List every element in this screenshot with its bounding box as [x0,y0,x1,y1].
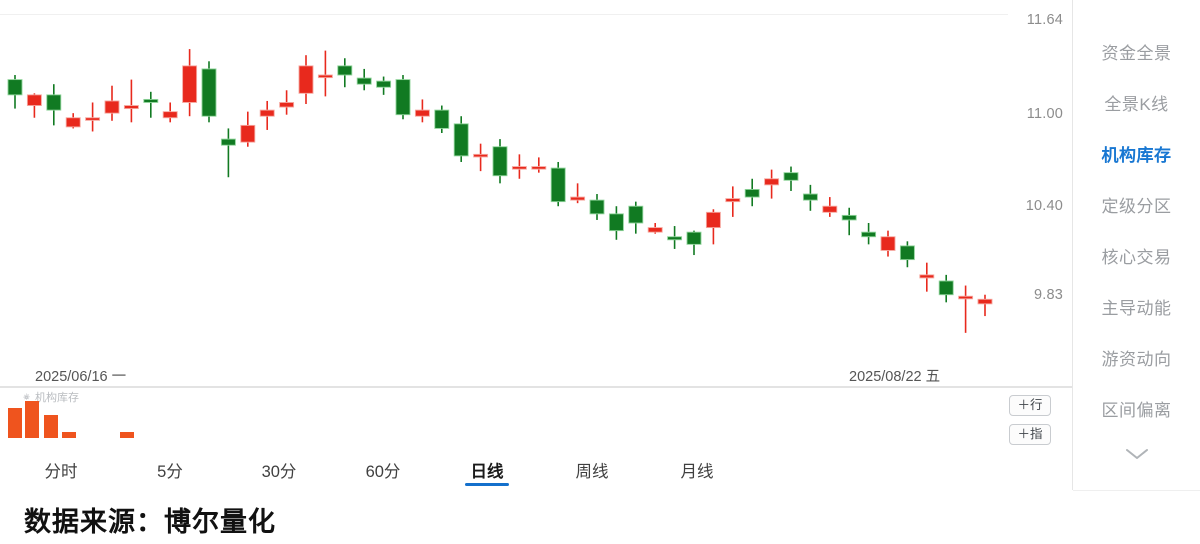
data-source-footer: 数据来源：博尔量化 [24,507,276,537]
date-start-label: 2025/06/16 一 [35,369,127,385]
sidebar-item-label: 全景K线 [1104,95,1169,114]
sidebar-item-3[interactable]: 定级分区 [1073,179,1200,230]
tab-label: 月线 [680,463,714,481]
indicator-bar [44,415,58,438]
indicator-legend[interactable]: 机构库存 [22,389,79,405]
price-tick-label: 11.00 [1026,106,1063,122]
sidebar-item-6[interactable]: 游资动向 [1073,332,1200,383]
tab-active-underline [465,483,509,486]
sidebar-item-label: 机构库存 [1101,146,1172,165]
sidebar-item-0[interactable]: 资金全景 [1073,26,1200,77]
sidebar-item-label: 核心交易 [1101,248,1172,267]
sidebar-divider [1072,0,1073,490]
sidebar-item-5[interactable]: 主导动能 [1073,281,1200,332]
sidebar-item-label: 资金全景 [1101,44,1172,63]
tab-label: 30分 [261,463,297,481]
panel-divider [0,386,1072,388]
tab-label: 周线 [575,463,609,481]
sidebar-item-2[interactable]: 机构库存 [1073,128,1200,179]
tab-label: 日线 [470,463,504,481]
period-tabs[interactable]: 分时 5分 30分 60分 日线 周线 月线 [0,450,1072,490]
sidebar-item-7[interactable]: 区间偏离 [1073,383,1200,434]
tab-4[interactable]: 日线 [452,450,522,490]
candlestick-series [7,49,993,333]
sidebar: 资金全景全景K线机构库存定级分区核心交易主导动能游资动向区间偏离 [1073,0,1200,490]
date-axis: 2025/06/16 一 2025/08/22 五 [0,362,1072,386]
indicator-bar [8,408,22,438]
candlestick-chart[interactable] [0,0,1008,362]
tab-3[interactable]: 60分 [344,450,422,490]
gridline-top [0,14,1008,15]
sidebar-footer-separator [1073,490,1200,491]
tab-6[interactable]: 月线 [662,450,732,490]
indicator-legend-label: 机构库存 [35,392,79,404]
sidebar-item-4[interactable]: 核心交易 [1073,230,1200,281]
sidebar-item-1[interactable]: 全景K线 [1073,77,1200,128]
sidebar-item-label: 区间偏离 [1101,401,1172,420]
tab-label: 5分 [157,463,183,481]
tab-label: 60分 [365,463,401,481]
tab-label: 分时 [44,463,78,481]
price-axis: 11.64 11.00 10.40 9.83 [1008,0,1072,386]
tab-2[interactable]: 30分 [240,450,318,490]
last-price-label: 9.83 [1033,287,1063,303]
add-indicator-button[interactable]: ＋指 [1009,424,1051,445]
add-row-button[interactable]: ＋行 [1009,395,1051,416]
price-tick-label: 10.40 [1025,198,1063,214]
indicator-bar [62,432,76,438]
sidebar-item-label: 定级分区 [1101,197,1172,216]
gear-icon[interactable] [22,392,31,402]
chevron-down-icon[interactable] [1073,434,1200,474]
tab-5[interactable]: 周线 [557,450,627,490]
indicator-sub-panel[interactable]: 机构库存 ＋行 ＋指 [0,388,1072,450]
tab-1[interactable]: 5分 [135,450,205,490]
tab-0[interactable]: 分时 [26,450,96,490]
sidebar-item-label: 游资动向 [1101,350,1172,369]
date-end-label: 2025/08/22 五 [849,369,941,385]
indicator-bar [25,401,39,438]
sidebar-item-label: 主导动能 [1101,299,1172,318]
price-tick-label: 11.64 [1026,12,1063,28]
indicator-bar [120,432,134,438]
